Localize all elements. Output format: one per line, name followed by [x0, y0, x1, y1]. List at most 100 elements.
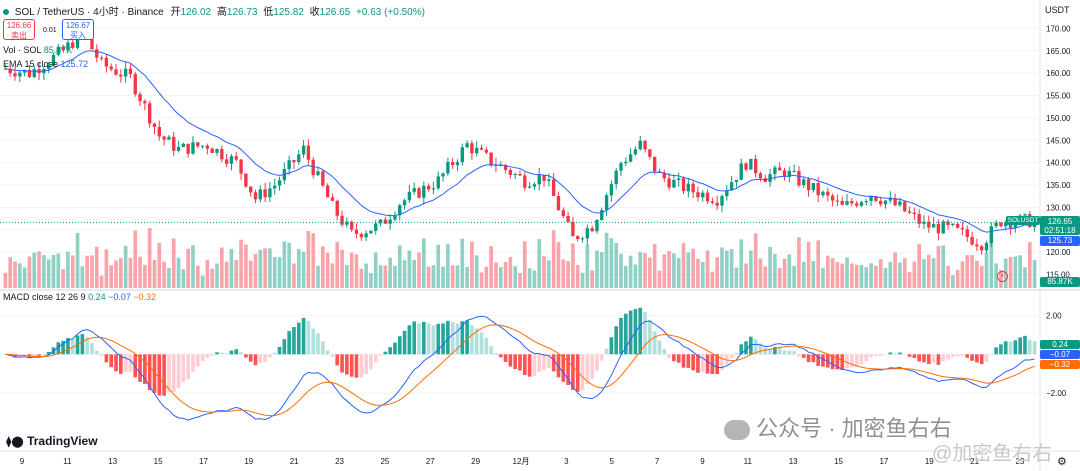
- macd-histogram-bar: [941, 354, 946, 362]
- volume-bar: [80, 266, 85, 288]
- legend-status-dot: [3, 9, 9, 15]
- candle-body: [450, 162, 455, 166]
- volume-bar: [176, 257, 181, 288]
- high-value: 126.73: [226, 7, 258, 18]
- macd-histogram-bar: [369, 354, 373, 370]
- volume-bar: [354, 254, 359, 288]
- buy-button[interactable]: 126.67 买入: [62, 19, 94, 40]
- macd-histogram-bar: [46, 351, 51, 355]
- sell-button[interactable]: 126.66 卖出: [3, 19, 35, 40]
- macd-histogram-bar: [854, 354, 859, 367]
- macd-histogram-bar: [1027, 339, 1032, 355]
- low-label: 低: [263, 7, 274, 18]
- macd-histogram-bar: [138, 354, 142, 382]
- macd-histogram-bar: [542, 354, 546, 371]
- settings-icon[interactable]: ⚙: [1057, 456, 1067, 468]
- macd-legend[interactable]: MACD close 12 26 9 0.24 −0.07 −0.32: [3, 292, 156, 302]
- volume-bar: [378, 265, 383, 288]
- candle-body: [220, 148, 224, 160]
- candle-body: [426, 185, 431, 190]
- volume-bar: [984, 252, 989, 288]
- macd-histogram-bar: [80, 334, 85, 355]
- volume-bar: [171, 238, 176, 288]
- volume-bar: [869, 263, 873, 288]
- volume-legend[interactable]: Vol · SOL 85.87K: [3, 45, 72, 55]
- volume-bar: [229, 248, 234, 288]
- volume-bar: [200, 275, 205, 288]
- macd-histogram-bar: [465, 320, 469, 355]
- candle-body: [152, 123, 157, 127]
- candle-body: [393, 215, 397, 220]
- volume-bar: [652, 244, 657, 288]
- currency-label[interactable]: USDT: [1045, 5, 1070, 15]
- candle-body: [8, 68, 12, 74]
- macd-histogram-bar: [147, 354, 152, 391]
- tradingview-logo[interactable]: ⧫⬤ TradingView: [6, 434, 98, 448]
- macd-histogram-bar: [272, 352, 277, 355]
- volume-bar: [301, 251, 306, 288]
- volume-bar: [335, 241, 340, 288]
- volume-bar: [484, 266, 489, 288]
- macd-histogram-bar: [739, 344, 744, 355]
- candle-body: [898, 201, 902, 206]
- watermark-text: 公众号 · 加密鱼右右: [756, 416, 952, 441]
- volume-bar: [277, 257, 282, 288]
- last-price-value: 126.65: [1047, 217, 1073, 226]
- volume-bar: [359, 268, 364, 288]
- candle-body: [874, 196, 878, 201]
- volume-bar: [498, 267, 503, 288]
- macd-tick-label: 2.00: [1046, 312, 1062, 321]
- candle-body: [292, 160, 296, 163]
- volume-bar: [753, 233, 758, 288]
- candle-body: [364, 233, 368, 238]
- candle-body: [576, 236, 580, 240]
- candle-body: [167, 136, 171, 140]
- volume-bar: [1023, 267, 1027, 288]
- candle-body: [614, 170, 618, 185]
- symbol-title[interactable]: SOL / TetherUS · 4小时 · Binance: [14, 7, 164, 18]
- macd-histogram-bar: [263, 354, 267, 363]
- macd-histogram-bar: [316, 333, 320, 355]
- volume-bar: [739, 239, 744, 288]
- alert-icon[interactable]: ⚡: [997, 271, 1008, 282]
- macd-histogram-bar: [104, 354, 109, 363]
- volume-bar: [205, 259, 210, 288]
- macd-histogram-bar: [614, 326, 619, 355]
- volume-bar: [657, 270, 662, 288]
- volume-bar: [749, 250, 753, 288]
- candle-body: [609, 184, 614, 196]
- macd-histogram-bar: [734, 352, 739, 355]
- price-tick-label: 150.00: [1046, 114, 1071, 123]
- price-tick-label: 120.00: [1046, 248, 1071, 257]
- volume-bar: [898, 262, 902, 288]
- volume-bar: [575, 264, 580, 288]
- candle-body: [749, 158, 753, 170]
- candle-body: [215, 148, 219, 153]
- macd-histogram-bar: [720, 354, 724, 371]
- candle-body: [258, 189, 262, 200]
- candle-body: [18, 72, 22, 77]
- macd-histogram-bar: [782, 350, 787, 355]
- macd-histogram-bar: [364, 354, 368, 375]
- volume-bar: [316, 265, 320, 288]
- macd-histogram-bar: [681, 354, 686, 368]
- volume-bar: [537, 239, 542, 288]
- macd-tick-label: −2.00: [1046, 389, 1067, 398]
- macd-histogram-bar: [811, 354, 816, 363]
- macd-histogram-bar: [253, 354, 258, 366]
- macd-histogram-bar: [878, 354, 883, 357]
- candle-body: [811, 183, 816, 191]
- candle-body: [90, 38, 94, 50]
- macd-histogram-bar: [388, 347, 392, 355]
- volume-bar: [970, 255, 974, 288]
- time-tick-label: 3: [564, 457, 569, 466]
- ema-legend[interactable]: EMA 15 close 125.72: [3, 59, 88, 69]
- volume-bar: [450, 265, 455, 288]
- candle-body: [893, 198, 897, 206]
- macd-histogram-bar: [547, 354, 551, 369]
- macd-histogram-bar: [426, 323, 431, 355]
- candle-body: [191, 142, 195, 154]
- candle-body: [970, 236, 974, 245]
- volume-bar: [162, 261, 166, 288]
